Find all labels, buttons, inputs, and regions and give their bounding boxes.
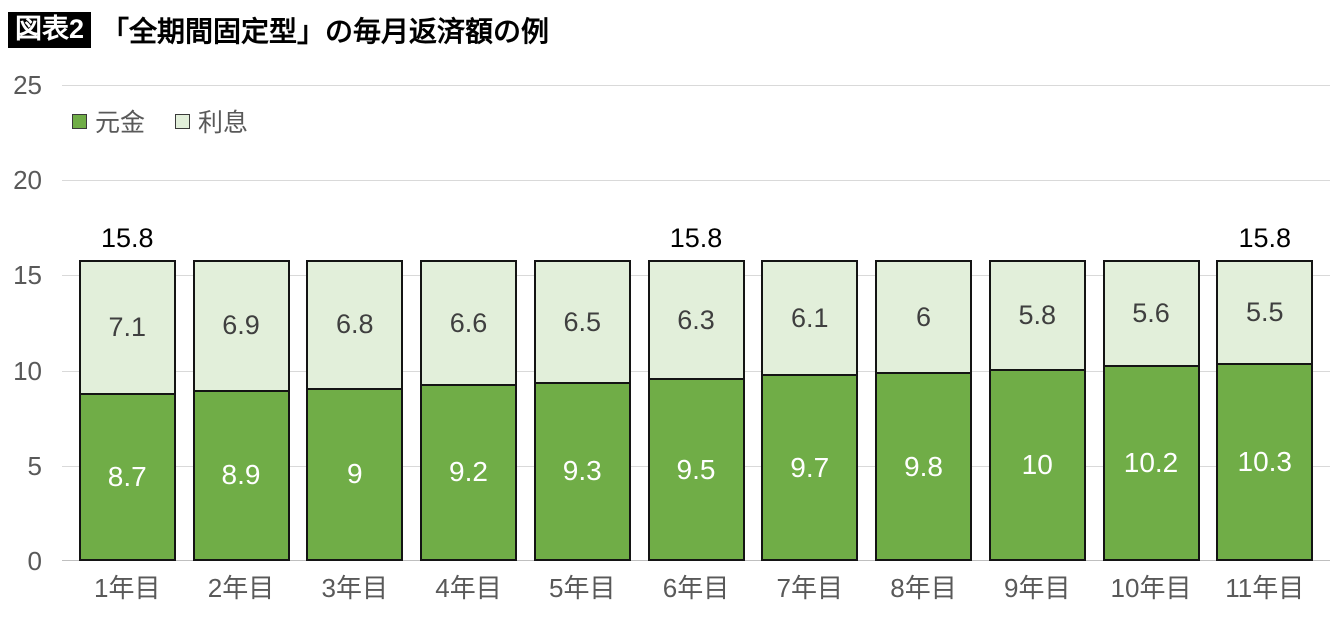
principal-value-label: 10.3 [1237,445,1293,477]
interest-value-label: 6.8 [335,309,374,340]
bar-segment-interest: 6.3 [647,260,745,381]
bar-group: 6.1 9.7 7年目 [761,260,859,601]
principal-value-label: 9.7 [790,451,830,483]
bar-segment-principal: 10.3 [1216,364,1314,561]
bar-segment-principal: 9.2 [420,385,517,561]
bar-group: 6 9.8 8年目 [875,260,972,601]
total-label: 15.8 [1238,223,1292,254]
y-tick-label: 0 [27,546,42,576]
legend-item-interest: 利息 [175,103,248,139]
bar-segment-interest: 5.8 [988,260,1086,371]
y-tick-label: 20 [13,165,42,196]
interest-value-label: 5.8 [1018,299,1057,330]
bar-group: 15.8 7.1 8.7 1年目 [78,225,176,601]
bar-segment-principal: 10 [988,370,1086,561]
y-tick-label: 5 [27,450,42,481]
legend-marker-interest [175,113,191,129]
x-tick-label: 9年目 [1004,573,1071,603]
bar-segment-principal: 9.3 [533,383,631,561]
x-tick-label: 10年目 [1110,573,1192,603]
interest-value-label: 6.6 [449,307,488,338]
y-tick-label: 15 [13,260,42,291]
legend-label-interest: 利息 [198,109,249,137]
x-tick-label: 5年目 [549,573,616,603]
principal-value-label: 10 [1021,448,1053,480]
principal-value-label: 9.2 [449,456,488,488]
principal-value-label: 9 [346,458,363,490]
grid-line [62,85,1330,86]
bar-segment-principal: 9 [306,389,404,561]
bar-group: 6.8 9 3年目 [306,260,404,601]
interest-value-label: 5.5 [1245,297,1284,328]
plot-area: 元金 利息 15.8 7.1 8.7 1年目 6.9 8.9 2年目 6.8 9 3年目 6.6 9.… [62,85,1330,601]
figure-number-badge: 図表2 [8,12,92,48]
bar-segment-interest: 6.5 [533,260,631,384]
legend-marker-principal [72,113,87,129]
bar-segment-principal: 8.9 [192,391,290,561]
principal-value-label: 10.2 [1123,446,1179,478]
bar-segment-interest: 5.5 [1216,260,1314,365]
x-tick-label: 4年目 [435,573,502,603]
x-tick-label: 2年目 [207,573,275,603]
interest-value-label: 6.1 [790,302,829,333]
bar-group: 6.9 8.9 2年目 [192,260,290,601]
bar-segment-principal: 10.2 [1102,366,1200,561]
legend-label-principal: 元金 [95,109,146,137]
interest-value-label: 6.9 [222,310,260,341]
bar-segment-principal: 8.7 [78,395,176,561]
interest-value-label: 6.5 [563,306,602,337]
legend-item-principal: 元金 [72,103,145,139]
bar-group: 6.5 9.3 5年目 [533,260,631,601]
bar-group: 6.6 9.2 4年目 [420,260,517,601]
bar-segment-principal: 9.8 [875,374,972,561]
principal-value-label: 8.9 [221,459,261,491]
bar-segment-interest: 6 [875,260,972,375]
y-tick-label: 10 [13,355,42,386]
bar-group: 5.8 10 9年目 [988,260,1086,601]
x-tick-label: 3年目 [321,573,388,603]
bar-segment-interest: 5.6 [1102,260,1200,367]
principal-value-label: 9.8 [904,450,943,482]
bars-container: 15.8 7.1 8.7 1年目 6.9 8.9 2年目 6.8 9 3年目 6.6 9.2 4年目 6.… [62,85,1330,601]
principal-value-label: 8.7 [107,461,147,493]
chart-title: 「全期間固定型」の毎月返済額の例 [101,16,550,47]
principal-value-label: 9.3 [562,455,602,487]
interest-value-label: 7.1 [108,312,147,343]
interest-value-label: 6 [915,301,932,332]
bar-group: 5.6 10.2 10年目 [1102,260,1200,601]
bar-segment-interest: 6.6 [420,260,517,386]
y-axis: 0 5 10 15 20 25 [0,0,46,623]
bar-segment-interest: 7.1 [78,260,176,396]
bar-segment-interest: 6.8 [306,260,404,390]
interest-value-label: 5.6 [1132,297,1170,328]
x-tick-label: 7年目 [776,573,843,603]
bar-segment-interest: 6.1 [761,260,859,377]
chart-legend: 元金 利息 [72,103,248,139]
principal-value-label: 9.5 [676,453,716,485]
total-label: 15.8 [100,223,154,254]
bar-group: 15.8 5.5 10.3 11年目 [1216,225,1314,601]
bar-group: 15.8 6.3 9.5 6年目 [647,225,745,601]
chart-header: 図表2 「全期間固定型」の毎月返済額の例 [8,10,549,50]
x-tick-label: 6年目 [662,573,730,603]
x-tick-label: 8年目 [890,573,957,603]
grid-line [62,180,1330,182]
bar-segment-principal: 9.5 [647,380,745,561]
y-tick-label: 25 [13,70,42,100]
x-tick-label: 11年目 [1225,573,1305,603]
interest-value-label: 6.3 [677,304,715,335]
bar-segment-principal: 9.7 [761,376,859,561]
total-label: 15.8 [669,223,723,254]
bar-segment-interest: 6.9 [192,260,290,392]
x-tick-label: 1年目 [94,573,161,603]
